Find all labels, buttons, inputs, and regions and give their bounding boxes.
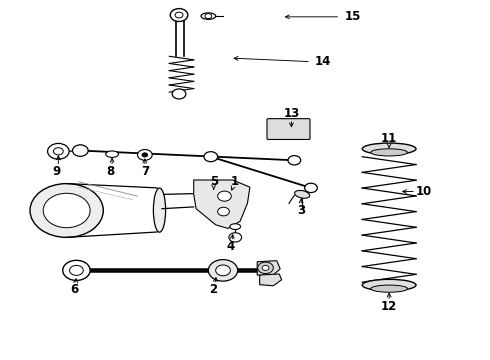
FancyBboxPatch shape <box>267 119 310 139</box>
Circle shape <box>218 207 229 216</box>
Circle shape <box>142 153 148 157</box>
Circle shape <box>305 183 318 193</box>
Circle shape <box>138 149 152 160</box>
Circle shape <box>53 148 63 155</box>
Ellipse shape <box>201 13 216 19</box>
Ellipse shape <box>106 151 119 157</box>
Text: 7: 7 <box>141 165 149 177</box>
Text: 15: 15 <box>344 10 361 23</box>
Text: 8: 8 <box>106 165 115 177</box>
Ellipse shape <box>362 143 416 154</box>
Ellipse shape <box>371 149 408 156</box>
Text: 6: 6 <box>70 283 78 296</box>
Circle shape <box>218 191 231 201</box>
Text: 5: 5 <box>210 175 218 188</box>
Text: 1: 1 <box>231 175 239 188</box>
Ellipse shape <box>371 285 408 292</box>
Text: 12: 12 <box>381 300 397 313</box>
Circle shape <box>48 143 69 159</box>
Circle shape <box>43 193 90 228</box>
Circle shape <box>288 156 301 165</box>
Circle shape <box>172 89 186 99</box>
Text: 2: 2 <box>209 283 217 296</box>
Circle shape <box>63 260 90 280</box>
Circle shape <box>208 260 238 281</box>
Polygon shape <box>260 274 282 286</box>
Circle shape <box>204 152 218 162</box>
Circle shape <box>205 14 212 19</box>
Ellipse shape <box>362 279 416 291</box>
Circle shape <box>170 9 188 22</box>
Text: 3: 3 <box>297 204 305 217</box>
Ellipse shape <box>153 188 166 232</box>
Circle shape <box>73 145 88 156</box>
Ellipse shape <box>294 190 310 198</box>
Circle shape <box>216 265 230 276</box>
Circle shape <box>262 265 269 270</box>
Polygon shape <box>257 261 280 276</box>
Text: 4: 4 <box>226 240 235 253</box>
Circle shape <box>70 265 83 275</box>
Text: 11: 11 <box>381 132 397 145</box>
Polygon shape <box>194 180 250 228</box>
Circle shape <box>229 233 242 242</box>
Text: 10: 10 <box>415 185 432 198</box>
Text: 9: 9 <box>53 165 61 177</box>
Circle shape <box>175 12 183 18</box>
Text: 14: 14 <box>315 55 331 68</box>
Circle shape <box>30 184 103 237</box>
Text: 13: 13 <box>283 107 299 120</box>
Circle shape <box>258 262 273 274</box>
Ellipse shape <box>230 224 241 229</box>
